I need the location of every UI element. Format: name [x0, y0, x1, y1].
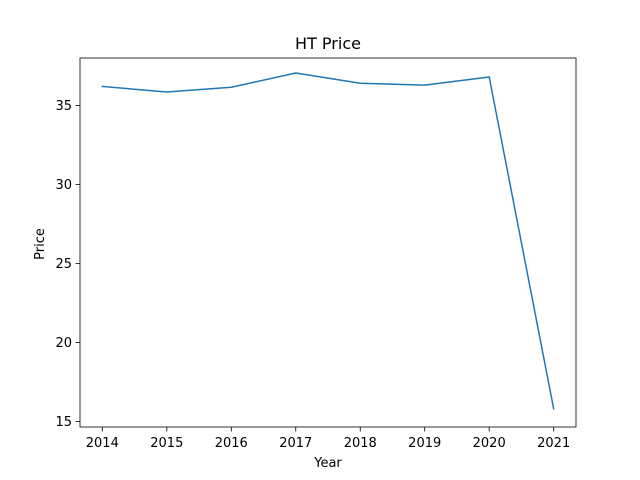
x-tick-label: 2017 — [279, 436, 312, 451]
x-tick-label: 2016 — [215, 436, 248, 451]
x-axis-label: Year — [313, 456, 342, 471]
y-axis-label: Price — [33, 228, 48, 260]
x-tick-label: 2015 — [150, 436, 183, 451]
x-tick-label: 2021 — [537, 436, 570, 451]
y-tick-label: 15 — [55, 415, 72, 430]
chart-title: HT Price — [295, 34, 361, 53]
x-tick-label: 2019 — [408, 436, 441, 451]
plot-area: 2014 2015 2016 2017 2018 2019 2020 2021 15 20 25 30… — [55, 57, 577, 451]
y-tick-label: 30 — [55, 178, 72, 193]
y-tick-label: 25 — [55, 257, 72, 272]
y-tick-label: 35 — [55, 99, 72, 114]
series-line-0 — [101, 72, 555, 410]
y-tick-label: 20 — [55, 336, 72, 351]
axes-frame — [79, 57, 577, 428]
x-tick-label: 2014 — [86, 436, 119, 451]
x-tick-label: 2018 — [344, 436, 377, 451]
x-tick-label: 2020 — [473, 436, 506, 451]
